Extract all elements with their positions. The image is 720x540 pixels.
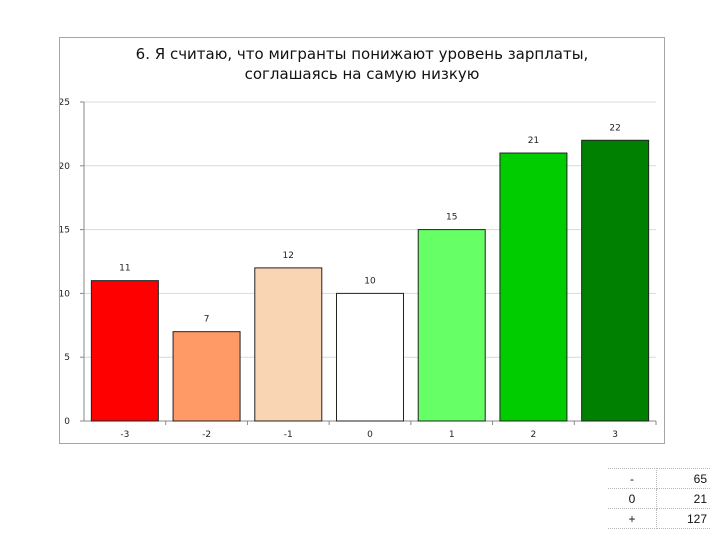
x-tick-label: -2: [202, 430, 211, 440]
chart-title: 6. Я считаю, что мигранты понижают урове…: [60, 44, 664, 84]
row-value: 21: [656, 488, 710, 509]
data-label: 12: [283, 251, 294, 261]
data-label: 22: [609, 123, 620, 133]
row-value: 65: [656, 468, 710, 489]
chart-title-line-2: соглашаясь на самую низкую: [244, 65, 480, 83]
row-label: 0: [608, 488, 657, 509]
y-tick-label: 0: [64, 417, 70, 427]
data-label: 21: [528, 136, 539, 146]
y-tick-label: 15: [60, 226, 70, 236]
bar: [254, 267, 323, 422]
bar: [172, 331, 241, 422]
bar: [335, 292, 405, 422]
summary-table: - 65 0 21 + 127: [608, 468, 710, 529]
bar: [90, 280, 159, 422]
bar: [417, 229, 486, 422]
x-tick-label: -3: [120, 430, 129, 440]
chart-title-line-1: 6. Я считаю, что мигранты понижают урове…: [135, 45, 589, 63]
table-row: + 127: [608, 508, 710, 529]
x-tick-label: 1: [449, 430, 455, 440]
data-label: 15: [446, 213, 457, 223]
chart-frame: 6. Я считаю, что мигранты понижают урове…: [59, 37, 665, 444]
bar: [581, 139, 650, 422]
table-row: - 65: [608, 468, 710, 489]
x-tick-label: 3: [612, 430, 618, 440]
table-row: 0 21: [608, 488, 710, 509]
y-tick-label: 10: [60, 289, 70, 299]
row-label: -: [608, 468, 657, 489]
data-label: 11: [119, 264, 130, 274]
y-tick-label: 25: [60, 98, 70, 108]
y-tick-label: 20: [60, 162, 70, 172]
x-tick-label: 2: [531, 430, 537, 440]
x-tick-label: 0: [367, 430, 373, 440]
row-value: 127: [656, 508, 710, 529]
bar: [499, 152, 568, 422]
data-label: 10: [364, 276, 376, 286]
row-label: +: [608, 508, 657, 529]
y-tick-label: 5: [64, 353, 70, 363]
x-tick-label: -1: [284, 430, 293, 440]
data-label: 7: [204, 315, 210, 325]
